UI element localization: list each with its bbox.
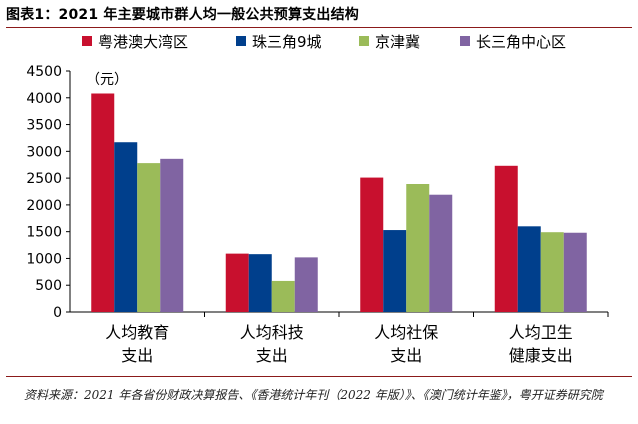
y-axis-unit-label: （元） <box>86 72 128 88</box>
source-note: 资料来源：2021 年各省份财政决算报告、《香港统计年刊（2022 年版）》、《… <box>24 388 603 402</box>
y-tick-label: 1000 <box>26 251 62 267</box>
x-tick-label: 支出 <box>256 346 288 365</box>
bar <box>383 230 407 312</box>
legend-label: 长三角中心区 <box>476 33 566 51</box>
legend-swatch <box>236 36 246 46</box>
y-tick-label: 1500 <box>26 225 62 241</box>
legend-label: 京津冀 <box>375 33 420 51</box>
figure-title: 图表1：2021 年主要城市群人均一般公共预算支出结构 <box>6 7 359 23</box>
x-tick-label: 人均教育 <box>105 323 169 342</box>
y-tick-label: 500 <box>35 278 62 294</box>
legend-label: 珠三角9城 <box>252 33 322 51</box>
bar <box>114 142 138 312</box>
legend-swatch <box>460 36 470 46</box>
bar <box>225 253 249 312</box>
legend-label: 粤港澳大湾区 <box>98 33 188 51</box>
x-tick-label: 人均科技 <box>240 323 304 342</box>
bar <box>360 177 384 312</box>
y-tick-label: 4500 <box>26 64 62 80</box>
bar <box>563 232 587 312</box>
bar <box>540 232 564 312</box>
bar <box>406 184 430 312</box>
bar <box>160 158 184 312</box>
bar <box>137 163 161 312</box>
y-tick-label: 4000 <box>26 91 62 107</box>
legend-swatch <box>359 36 369 46</box>
x-tick-label: 健康支出 <box>509 346 573 365</box>
title-divider <box>6 27 632 28</box>
bar <box>271 280 295 312</box>
source-divider <box>6 376 632 377</box>
bar <box>294 257 318 312</box>
x-tick-label: 支出 <box>390 346 422 365</box>
y-tick-label: 2000 <box>26 198 62 214</box>
y-tick-label: 3500 <box>26 118 62 134</box>
bar <box>494 165 518 312</box>
y-tick-label: 0 <box>53 305 62 321</box>
x-tick-label: 人均社保 <box>374 323 438 342</box>
bar <box>429 194 453 312</box>
x-tick-label: 人均卫生 <box>509 323 573 342</box>
legend-swatch <box>82 36 92 46</box>
bar <box>91 93 115 312</box>
bar <box>517 226 541 312</box>
y-tick-label: 3000 <box>26 144 62 160</box>
y-tick-label: 2500 <box>26 171 62 187</box>
x-tick-label: 支出 <box>121 346 153 365</box>
bar <box>248 254 272 312</box>
